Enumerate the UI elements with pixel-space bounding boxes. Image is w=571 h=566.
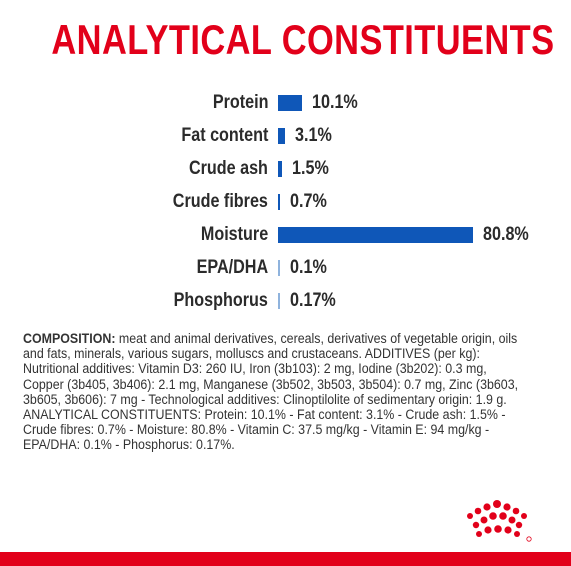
composition-label: COMPOSITION: — [23, 331, 116, 346]
royal-canin-crown-icon — [467, 500, 532, 542]
bar — [278, 194, 280, 210]
value-label: 0.1% — [290, 257, 327, 278]
category-label: Fat content — [180, 125, 268, 146]
chart-row: Crude fibres 0.7% — [0, 187, 571, 217]
composition-body: meat and animal derivatives, cereals, de… — [23, 331, 519, 453]
value-label: 0.17% — [290, 290, 336, 311]
constituents-chart: Protein 10.1% Fat content 3.1% Crude ash 1.5%… — [0, 88, 571, 316]
value-label: 80.8% — [483, 224, 529, 245]
bar — [278, 227, 473, 243]
category-label: Crude ash — [189, 158, 268, 179]
bottom-red-band — [0, 552, 571, 566]
category-label: Phosphorus — [173, 290, 268, 311]
chart-row: Crude ash 1.5% — [0, 154, 571, 184]
bar — [278, 260, 280, 276]
value-label: 3.1% — [295, 125, 332, 146]
composition-text: COMPOSITION: meat and animal derivatives… — [23, 331, 520, 453]
chart-row: Fat content 3.1% — [0, 121, 571, 151]
chart-row: Phosphorus 0.17% — [0, 286, 571, 316]
category-label: Protein — [212, 92, 268, 113]
chart-row: Protein 10.1% — [0, 88, 571, 118]
chart-row: Moisture 80.8% — [0, 220, 571, 250]
page-title: ANALYTICAL CONSTITUENTS — [51, 16, 555, 63]
value-label: 1.5% — [292, 158, 329, 179]
value-label: 10.1% — [312, 92, 358, 113]
bar — [278, 161, 282, 177]
chart-row: EPA/DHA 0.1% — [0, 253, 571, 283]
category-label: EPA/DHA — [196, 257, 268, 278]
value-label: 0.7% — [290, 191, 327, 212]
bar — [278, 293, 280, 309]
category-label: Crude fibres — [172, 191, 268, 212]
bar — [278, 95, 302, 111]
category-label: Moisture — [200, 224, 268, 245]
bar — [278, 128, 285, 144]
